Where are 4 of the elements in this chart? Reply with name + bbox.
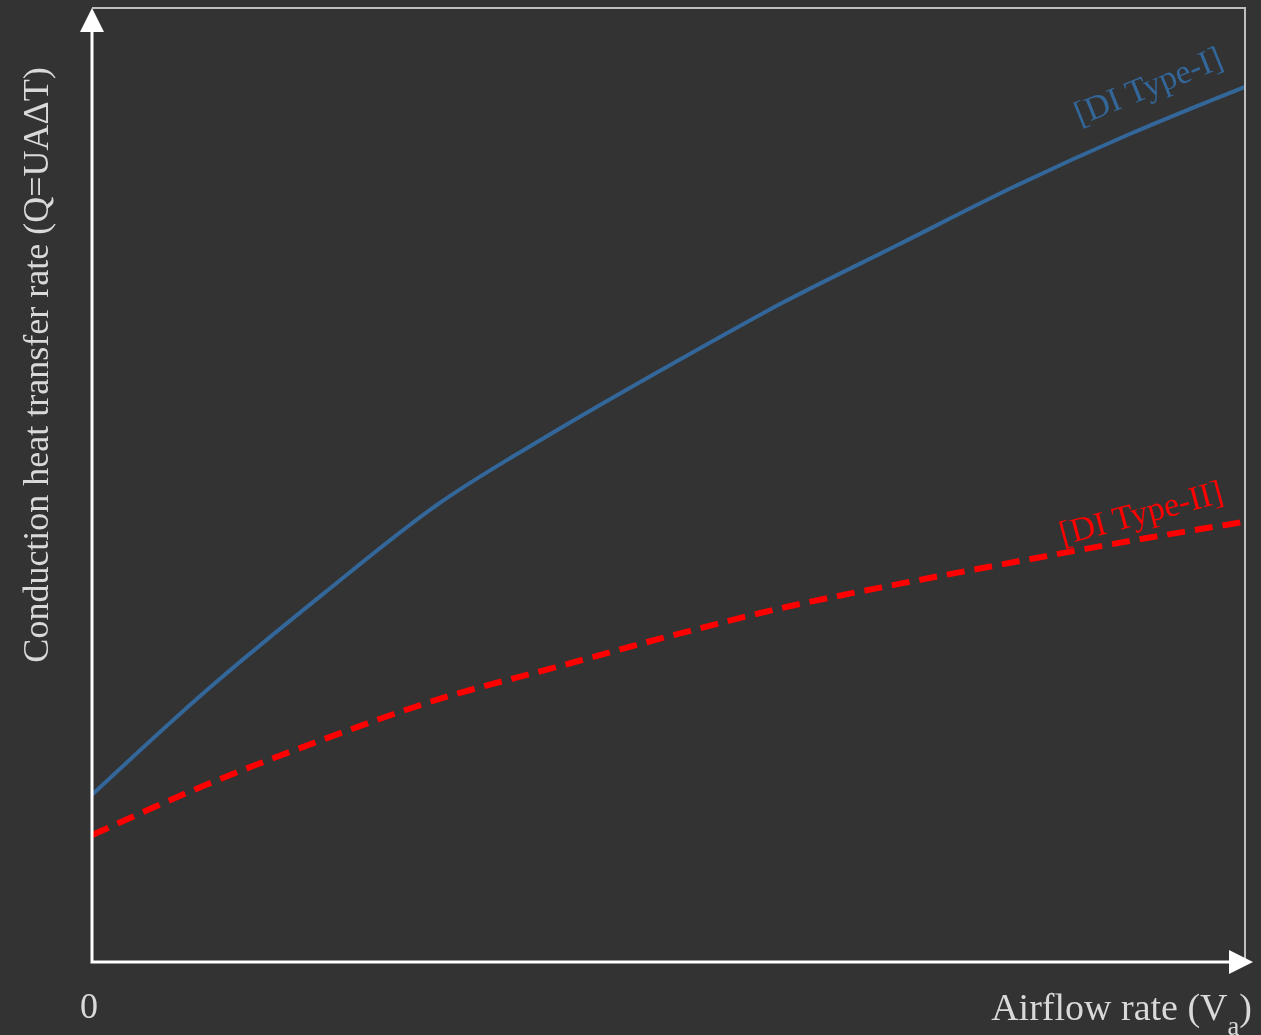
y-axis-title: Conduction heat transfer rate (Q=UAΔT) — [16, 67, 56, 663]
text: 0 — [80, 986, 98, 1026]
text: [DI Type-II] — [1055, 472, 1227, 552]
x-axis-title: Airflow rate (V$_{a}$) — [991, 986, 1252, 1035]
